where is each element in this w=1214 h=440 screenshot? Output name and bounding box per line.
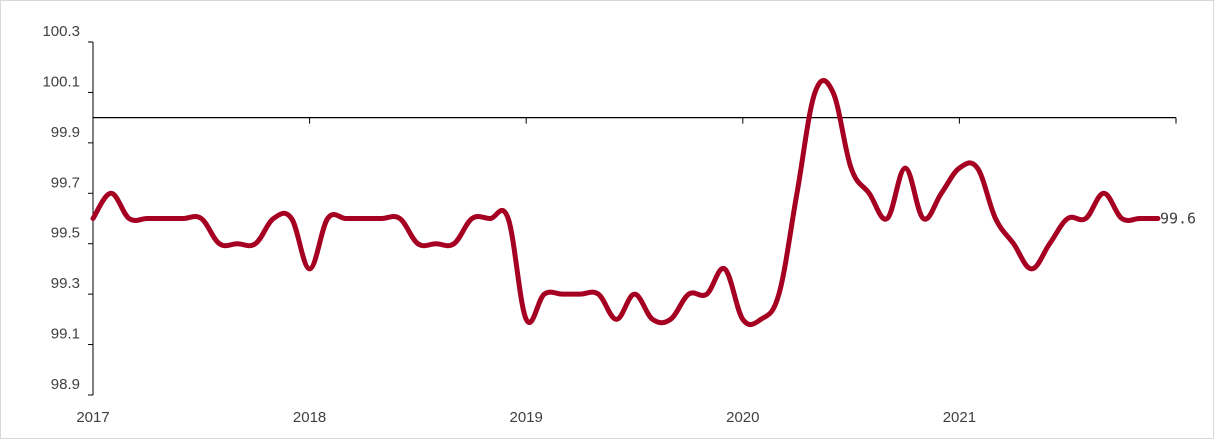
- x-tick-label: 2021: [943, 409, 976, 426]
- y-tick-label: 100.1: [42, 73, 80, 90]
- data-labels: 99.6: [1160, 210, 1196, 228]
- y-tick-label: 99.7: [51, 174, 80, 191]
- y-tick-label: 98.9: [51, 376, 80, 393]
- y-axis: 98.9 99.1 99.3 99.5 99.7 99.9 100.1 100.3: [42, 23, 94, 396]
- x-tick-label: 2017: [76, 409, 109, 426]
- x-tick-label: 2018: [293, 409, 326, 426]
- y-tick-label: 100.3: [42, 23, 80, 40]
- y-tick-label: 99.3: [51, 275, 80, 292]
- x-tick-label: 2019: [510, 409, 543, 426]
- series-group: [90, 78, 1161, 328]
- end-value-label: 99.6: [1160, 210, 1196, 228]
- y-tick-label: 99.1: [51, 326, 80, 343]
- y-tick-label: 99.9: [51, 124, 80, 141]
- y-tick-label: 99.5: [51, 225, 80, 242]
- x-tick-label: 2020: [726, 409, 759, 426]
- series-line: [90, 78, 1161, 328]
- x-axis: 2017 2018 2019 2020 2021: [76, 116, 1177, 426]
